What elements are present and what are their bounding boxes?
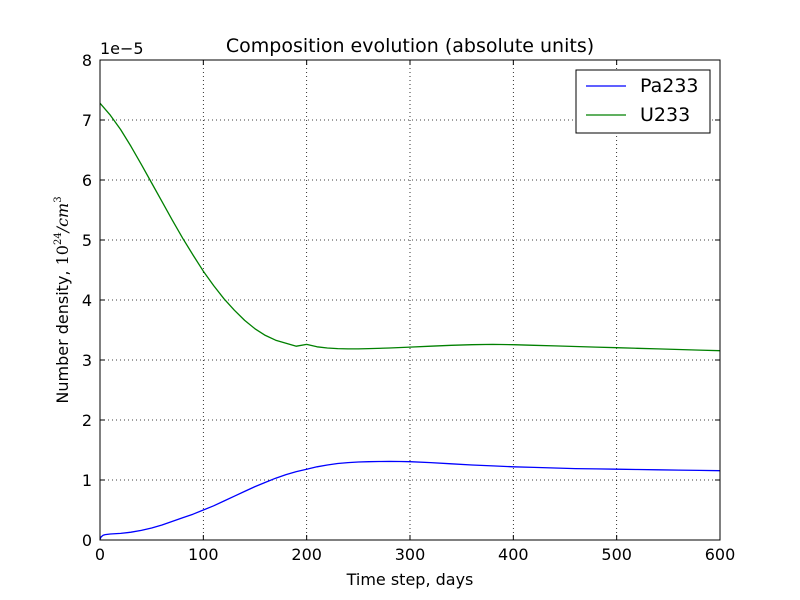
y-axis-label-exp2: 3 — [53, 196, 64, 202]
y-tick-label: 4 — [82, 291, 92, 310]
x-tick-label: 600 — [705, 545, 736, 564]
x-tick-label: 200 — [291, 545, 322, 564]
x-tick-label: 0 — [95, 545, 105, 564]
tick-layer: 0 100 200 300 400 500 600 0 1 2 3 4 5 6 7 8 — [82, 51, 735, 564]
y-axis-label-unit: /cm — [53, 203, 72, 235]
y-tick-label: 6 — [82, 171, 92, 190]
y-axis-label-prefix: Number density, — [53, 265, 72, 403]
legend-box — [575, 69, 711, 134]
legend-label-pa233: Pa233 — [640, 75, 699, 97]
series-line-u233 — [99, 102, 721, 352]
chart-title: Composition evolution (absolute units) — [226, 35, 594, 57]
series-line-pa233 — [99, 460, 721, 540]
y-tick-label: 7 — [82, 111, 92, 130]
y-tick-label: 2 — [82, 411, 92, 430]
y-axis-label-exp1: 24 — [53, 232, 64, 245]
y-tick-label: 5 — [82, 231, 92, 250]
y-tick-label: 3 — [82, 351, 92, 370]
legend: Pa233 U233 — [575, 69, 711, 134]
y-tick-label: 0 — [82, 531, 92, 550]
x-tick-label: 400 — [498, 545, 529, 564]
x-axis-label: Time step, days — [346, 570, 474, 589]
x-tick-label: 100 — [188, 545, 219, 564]
svg-text:Number density, 1024/cm3: Number density, 1024/cm3 — [53, 196, 72, 403]
y-tick-label: 8 — [82, 51, 92, 70]
y-axis-label-base: 10 — [53, 245, 72, 265]
y-offset-label: 1e−5 — [100, 39, 144, 58]
y-axis-label: Number density, 1024/cm3 — [53, 196, 72, 403]
x-tick-label: 500 — [601, 545, 632, 564]
y-tick-label: 1 — [82, 471, 92, 490]
x-tick-label: 300 — [395, 545, 426, 564]
legend-label-u233: U233 — [640, 104, 690, 126]
series-layer — [99, 102, 721, 540]
